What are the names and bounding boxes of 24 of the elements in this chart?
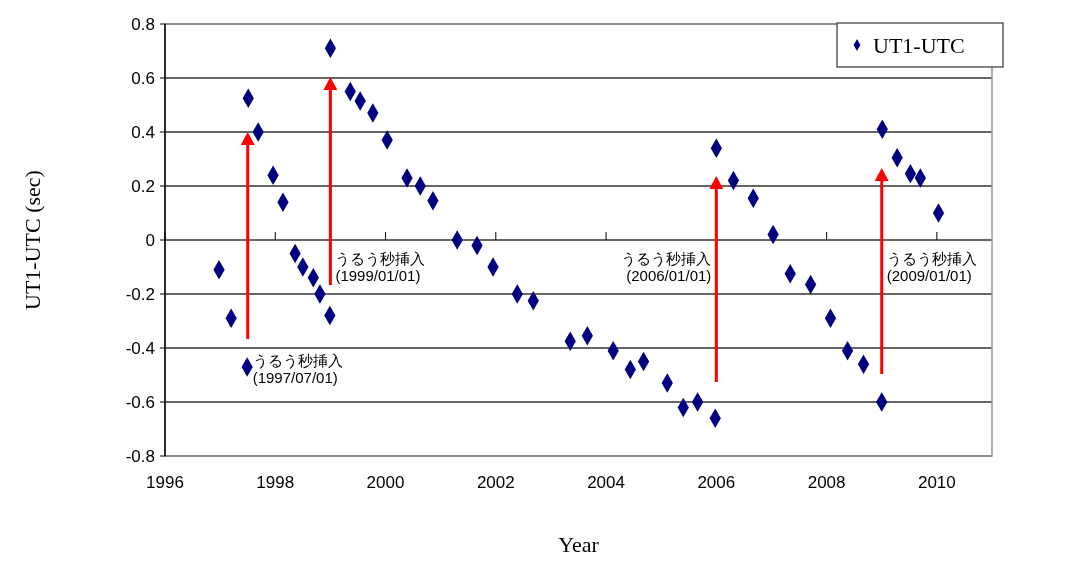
y-tick-label: -0.6 (125, 392, 155, 412)
ref-line-label: うるう秒挿入 (1997/07/01) (252, 352, 343, 386)
y-tick-label: 0.4 (131, 122, 155, 142)
y-tick-label: -0.4 (125, 338, 155, 358)
x-tick-label: 2008 (807, 473, 846, 492)
y-tick-label: 0.2 (131, 176, 155, 196)
legend: UT1-UTC (836, 22, 1004, 68)
x-tick-label: 2000 (366, 473, 405, 492)
x-tick-label: 2006 (697, 473, 736, 492)
y-tick-label: 0 (145, 230, 155, 250)
x-tick-label: 2010 (917, 473, 956, 492)
x-axis-title: Year (558, 532, 600, 557)
y-tick-label: 0.6 (131, 68, 155, 88)
y-tick-label: 0.8 (131, 14, 155, 34)
x-tick-label: 2004 (587, 473, 625, 492)
x-tick-label: 1998 (256, 473, 295, 492)
y-axis-title: UT1-UTC (sec) (20, 170, 45, 310)
y-tick-label: -0.8 (125, 446, 155, 466)
ref-line-label: うるう秒挿入 (1999/01/01) (335, 250, 426, 284)
x-tick-label: 2002 (476, 473, 515, 492)
ref-line-label: うるう秒挿入 (2006/01/01) (621, 250, 712, 284)
x-tick-label: 1996 (146, 473, 184, 492)
y-tick-label: -0.2 (125, 284, 155, 304)
ref-line-label: うるう秒挿入 (2009/01/01) (886, 250, 977, 284)
